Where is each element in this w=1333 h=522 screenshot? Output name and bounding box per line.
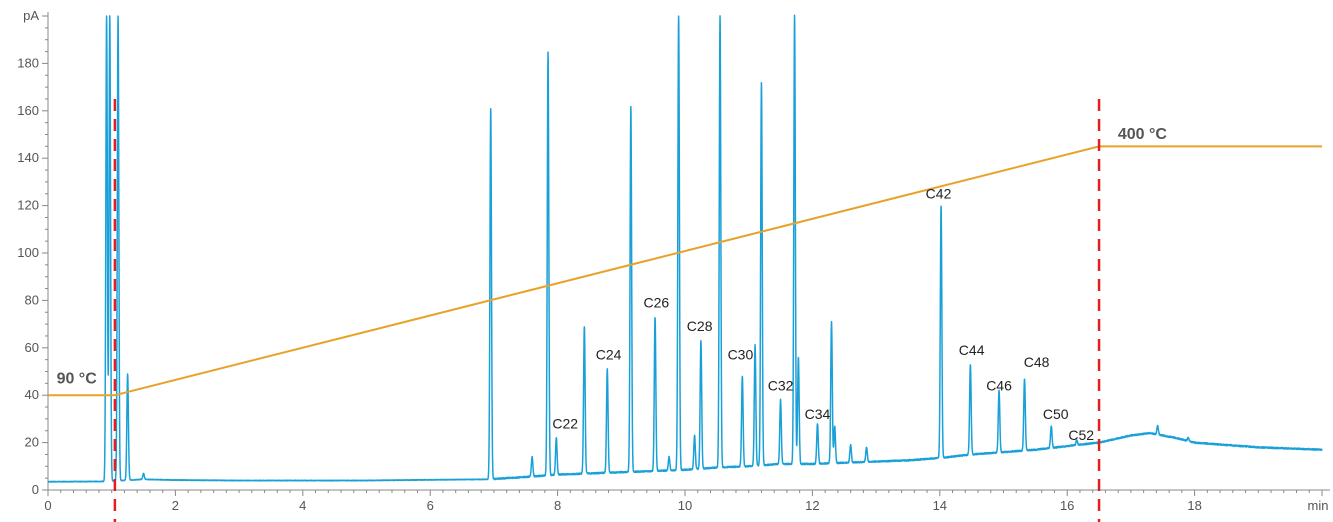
peak-label: C50 [1043, 406, 1069, 422]
temperature-program-line [48, 145, 1322, 397]
peak-label: C46 [986, 377, 1012, 393]
y-tick-label: 20 [25, 435, 39, 450]
chromatogram-trace [47, 14, 1323, 483]
y-axis-label: pA [23, 8, 39, 23]
peak-label: C30 [728, 347, 754, 363]
peak-label: C34 [805, 406, 831, 422]
x-tick-label: 2 [172, 498, 179, 513]
y-tick-label: 60 [25, 340, 39, 355]
y-tick-label: 40 [25, 387, 39, 402]
x-tick-label: 16 [1060, 498, 1074, 513]
temperature-label: 90 °C [57, 370, 98, 387]
y-tick-label: 180 [17, 55, 39, 70]
chart-axes: 0 20 40 60 80 100 120 140 160 180 pA 0 2 4 6 8 10 12 14 16 1… [17, 8, 1330, 513]
x-tick-label: 8 [554, 498, 561, 513]
y-tick-label: 120 [17, 198, 39, 213]
y-tick-label: 140 [17, 150, 39, 165]
peak-label: C32 [768, 377, 794, 393]
y-tick-label: 160 [17, 103, 39, 118]
x-tick-label: 12 [805, 498, 819, 513]
y-tick-label: 80 [25, 292, 39, 307]
chart-annotations: C22 C24 C26 C28 C30 C32 C34 C42 C44 C46 C48 C50 C52 9… [57, 98, 1168, 522]
temperature-label: 400 °C [1118, 126, 1168, 143]
x-tick-label: 14 [933, 498, 947, 513]
y-tick-label: 0 [32, 482, 39, 497]
x-tick-label: 4 [299, 498, 306, 513]
x-tick-label: 6 [427, 498, 434, 513]
x-axis-label: min [1308, 498, 1329, 513]
peak-label: C26 [643, 295, 669, 311]
peak-label: C44 [959, 342, 985, 358]
y-tick-label: 100 [17, 245, 39, 260]
peak-label: C22 [552, 415, 578, 431]
peak-label: C52 [1068, 427, 1094, 443]
peak-label: C28 [687, 318, 713, 334]
plot-area [47, 14, 1323, 483]
peak-label: C48 [1024, 354, 1050, 370]
x-tick-label: 0 [44, 498, 51, 513]
x-tick-label: 10 [678, 498, 692, 513]
peak-label: C42 [926, 185, 952, 201]
x-tick-label: 18 [1187, 498, 1201, 513]
peak-label: C24 [596, 347, 622, 363]
